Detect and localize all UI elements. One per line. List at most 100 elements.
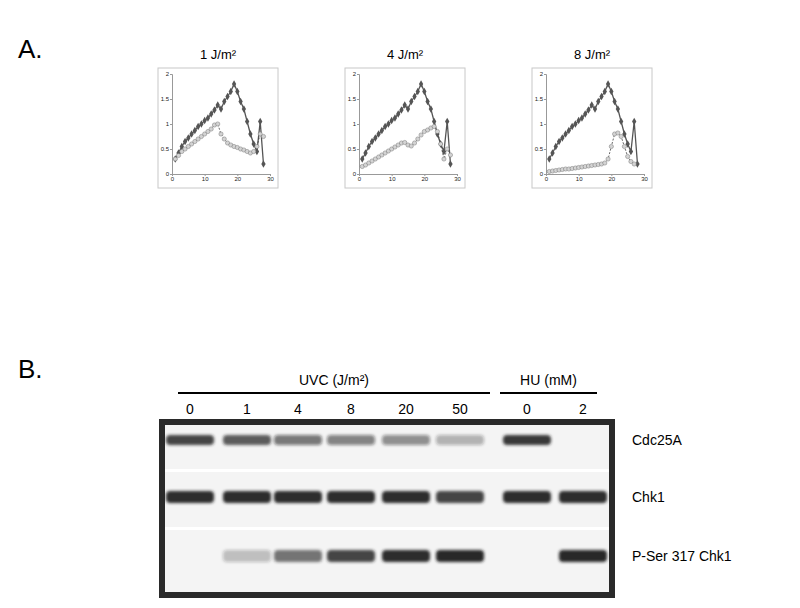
- band: [503, 491, 551, 503]
- point: [632, 118, 636, 125]
- y-axis: 00.511.52: [161, 71, 173, 177]
- point: [416, 88, 420, 95]
- tick-mark: [170, 149, 172, 150]
- point: [209, 127, 213, 131]
- point: [622, 144, 626, 148]
- tick-label: 2: [166, 71, 170, 77]
- tick-mark: [170, 74, 172, 75]
- band: [503, 435, 551, 445]
- point: [586, 106, 590, 113]
- point: [376, 130, 380, 137]
- lane-label: 0: [186, 401, 194, 417]
- point: [425, 98, 429, 105]
- chart-title: 1 J/m²: [200, 47, 237, 62]
- band: [559, 550, 607, 562]
- chart-frame: [158, 68, 278, 188]
- tick-mark: [357, 149, 359, 150]
- tick: 30: [454, 174, 461, 182]
- band: [274, 550, 322, 562]
- axis-line: [544, 75, 547, 175]
- blot-background: [162, 422, 612, 595]
- point: [445, 118, 449, 125]
- tick-label: 0: [353, 171, 357, 177]
- point: [445, 147, 449, 151]
- tick-label: 1.5: [161, 96, 170, 102]
- series-line: [549, 84, 637, 164]
- chart: 8 J/m² 0 10 20 30 0 0.5 1 1.5 2: [532, 47, 652, 188]
- point: [448, 160, 452, 167]
- point: [596, 98, 600, 105]
- tick: 1.5: [535, 96, 546, 102]
- group-label: UVC (J/m²): [299, 372, 369, 388]
- tick-mark: [357, 124, 359, 125]
- tick-label: 10: [389, 176, 396, 182]
- point: [606, 157, 610, 161]
- point: [583, 110, 587, 117]
- tick-label: 30: [267, 176, 274, 182]
- point: [593, 105, 597, 112]
- tick-label: 0.5: [535, 146, 544, 152]
- band: [274, 435, 322, 445]
- point: [258, 118, 262, 125]
- point: [547, 155, 551, 162]
- point: [219, 132, 223, 136]
- tick-mark: [170, 124, 172, 125]
- point: [616, 131, 620, 135]
- tick-label: 0: [545, 176, 549, 182]
- tick: 20: [421, 174, 428, 182]
- point: [632, 162, 636, 166]
- point: [619, 118, 623, 125]
- point: [373, 134, 377, 141]
- y-axis: 0 0.5 1 1.5 2: [535, 71, 547, 177]
- axis-line: [547, 175, 645, 177]
- point: [603, 88, 607, 95]
- band: [436, 435, 484, 445]
- point: [442, 157, 446, 161]
- point: [554, 143, 558, 150]
- lane-label: 2: [579, 401, 587, 417]
- group-label: HU (mM): [520, 372, 577, 388]
- point: [261, 160, 265, 167]
- point: [560, 134, 564, 141]
- band: [382, 491, 430, 503]
- tick-label: 1: [353, 121, 357, 127]
- band: [166, 435, 214, 445]
- chart: 1 J/m²010203000.511.52: [158, 47, 278, 188]
- point: [403, 101, 407, 108]
- tick-label: 20: [234, 176, 241, 182]
- chart-title: 8 J/m²: [574, 47, 611, 62]
- point: [603, 161, 607, 165]
- point: [590, 101, 594, 108]
- point: [363, 149, 367, 156]
- point: [238, 98, 242, 105]
- point: [439, 140, 443, 147]
- band: [223, 435, 271, 445]
- tick-label: 1: [540, 121, 544, 127]
- point: [432, 124, 436, 128]
- tick: 10: [576, 174, 583, 182]
- tick-label: 30: [454, 176, 461, 182]
- tick: 1.5: [348, 96, 359, 102]
- point: [439, 142, 443, 146]
- chart-title: 4 J/m²: [387, 47, 424, 62]
- row-label: P-Ser 317 Chk1: [632, 548, 732, 564]
- tick: 20: [608, 174, 615, 182]
- point: [399, 106, 403, 113]
- tick: 0.5: [348, 146, 359, 152]
- point: [612, 98, 616, 105]
- point: [222, 98, 226, 105]
- band: [436, 550, 484, 562]
- tick: 0: [540, 171, 546, 177]
- tick-label: 2: [540, 71, 544, 77]
- point: [412, 141, 416, 145]
- point: [616, 105, 620, 112]
- tick-label: 30: [641, 176, 648, 182]
- point: [248, 130, 252, 137]
- tick: 0.5: [161, 146, 172, 152]
- band: [223, 491, 271, 503]
- tick-mark: [170, 174, 172, 175]
- series-line: [549, 133, 634, 172]
- tick: 1: [353, 121, 359, 127]
- figure: A.B.1 J/m²010203000.511.524 J/m²01020300…: [0, 0, 800, 608]
- lane-label: 0: [523, 401, 531, 417]
